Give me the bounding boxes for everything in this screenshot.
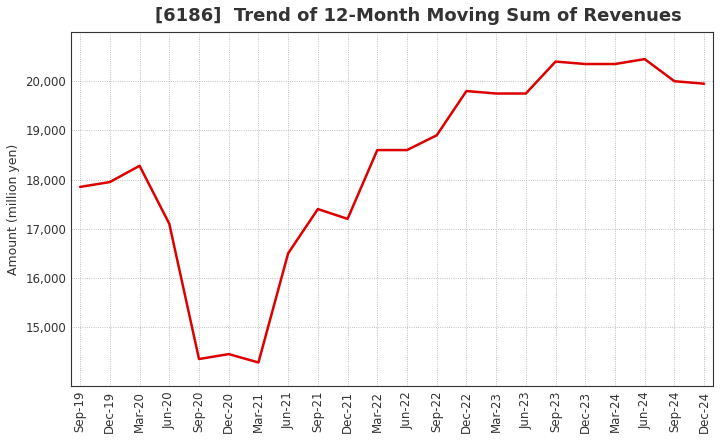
Text: [6186]  Trend of 12-Month Moving Sum of Revenues: [6186] Trend of 12-Month Moving Sum of R… — [155, 7, 681, 25]
Y-axis label: Amount (million yen): Amount (million yen) — [7, 143, 20, 275]
